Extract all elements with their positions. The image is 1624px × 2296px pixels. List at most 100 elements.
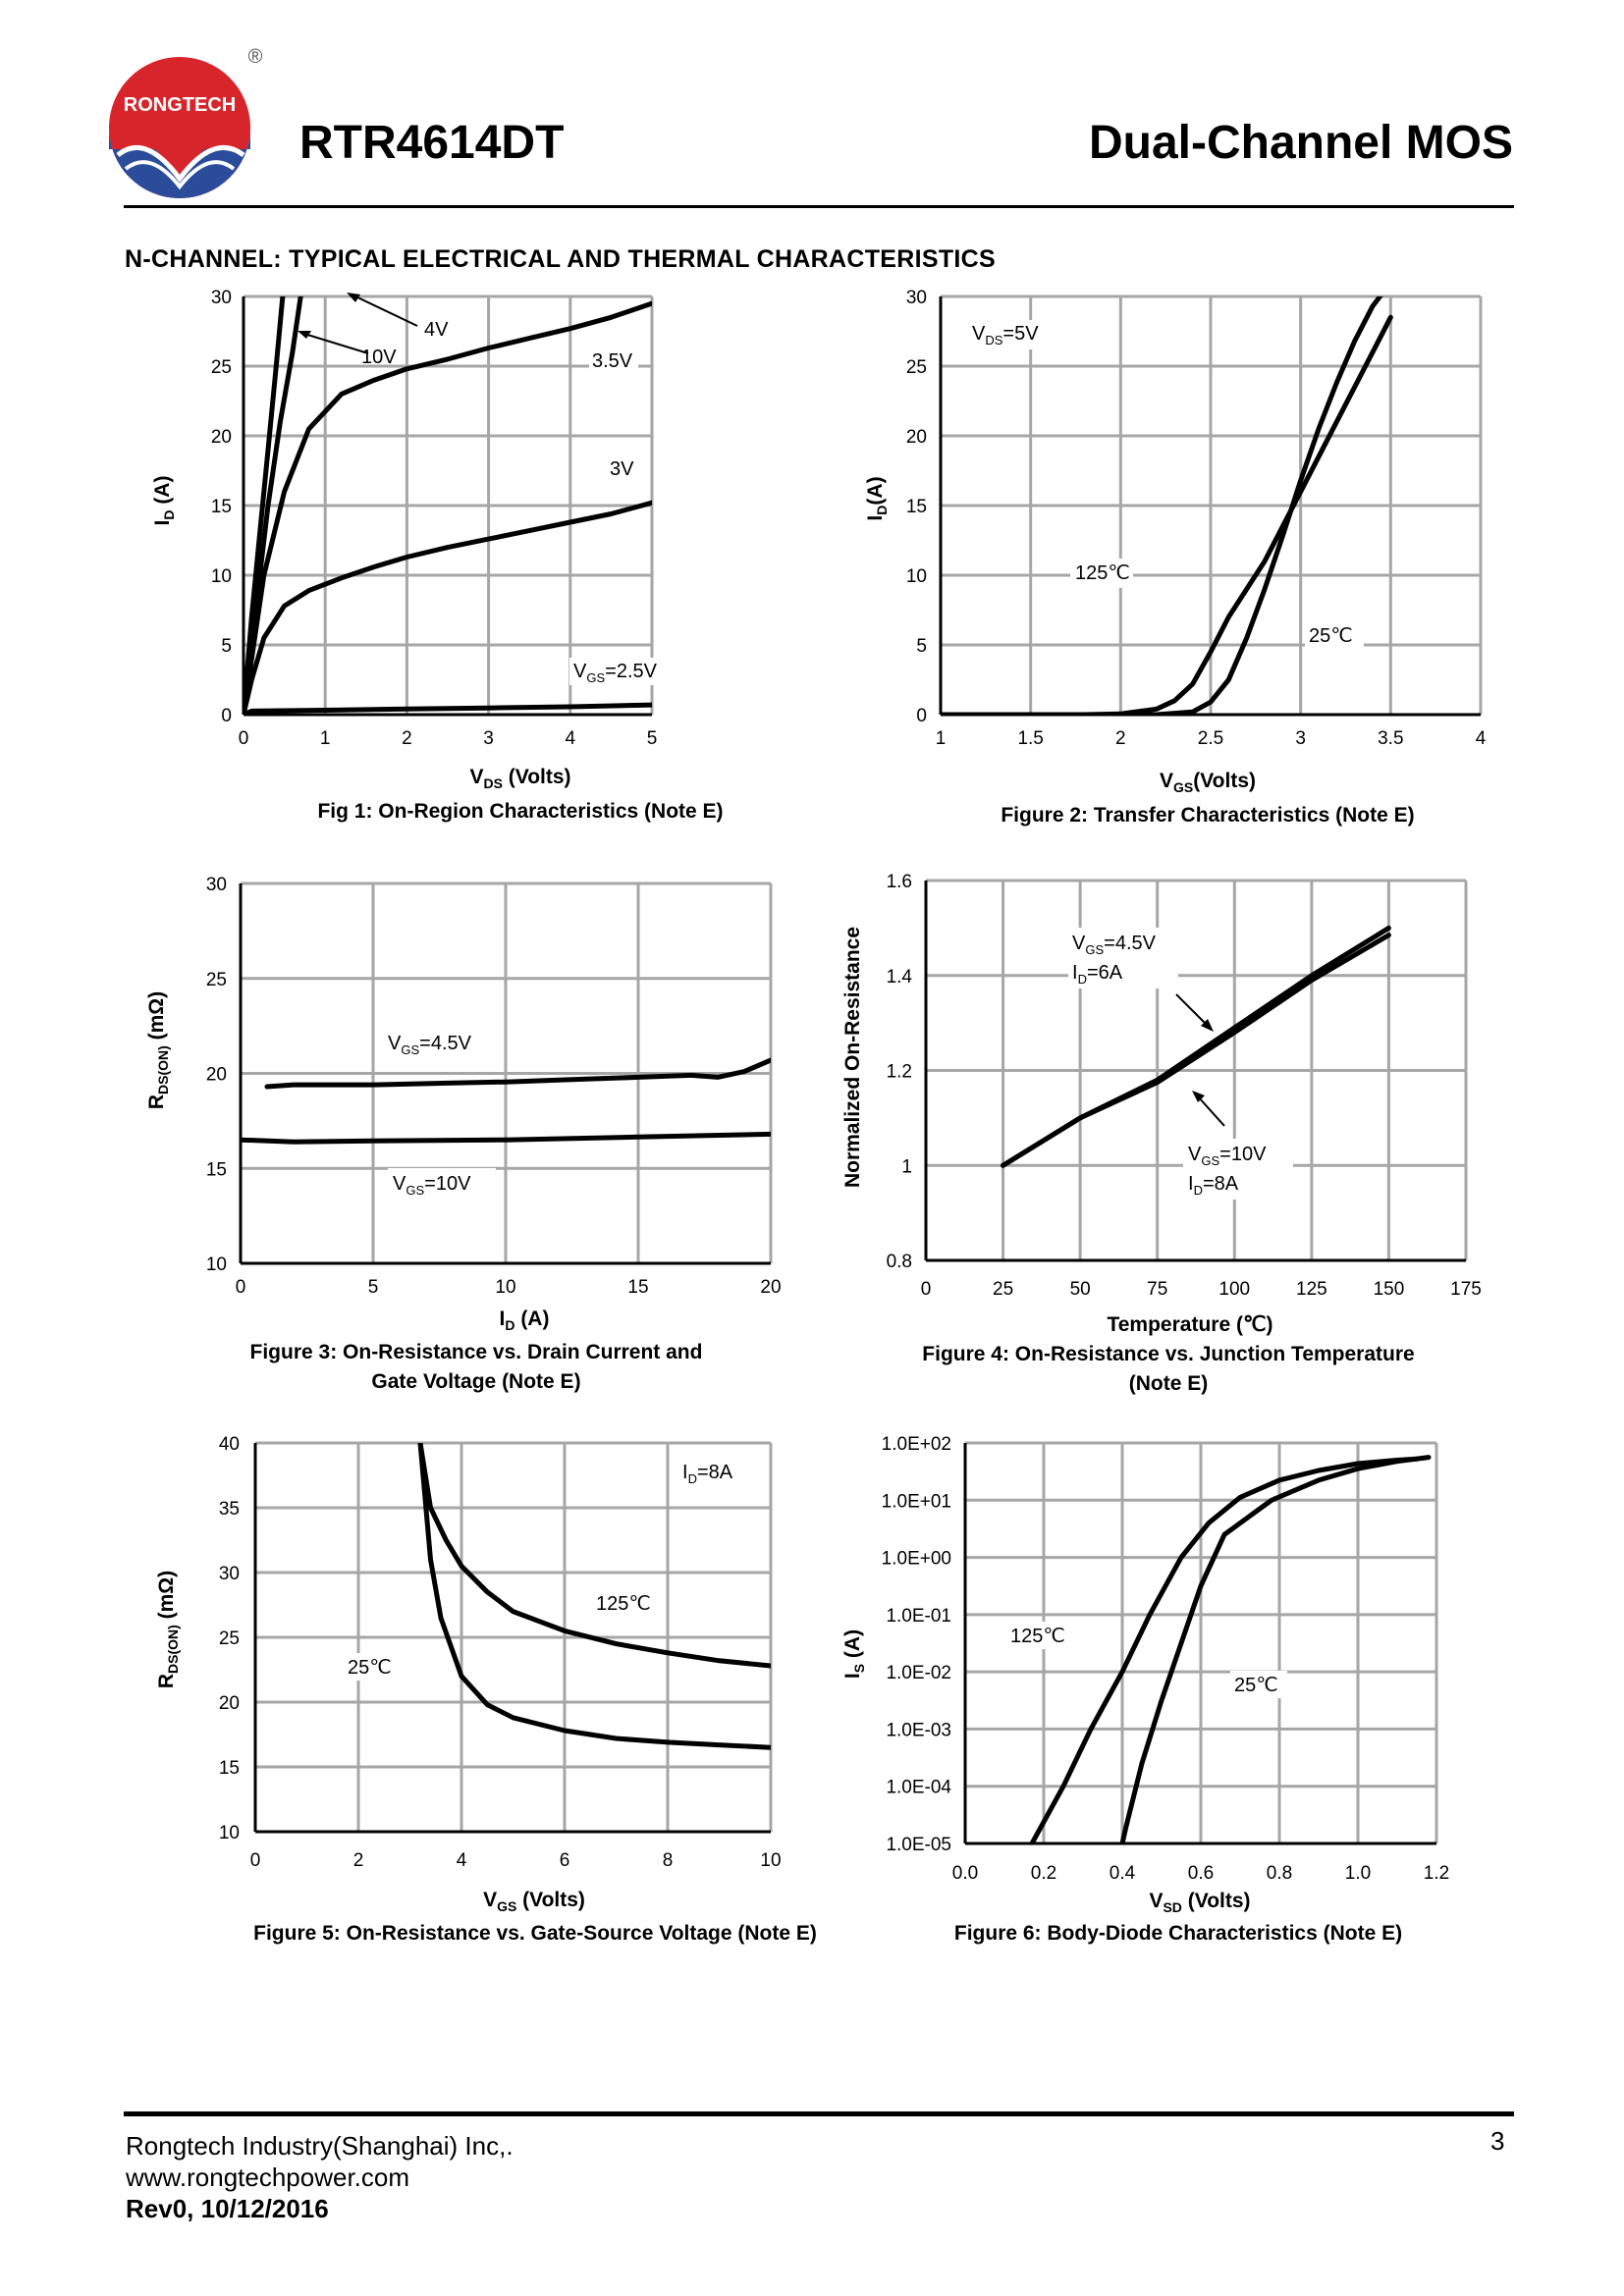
fig4-x-tick-label: 125	[1296, 1279, 1327, 1300]
fig5-x-tick-label: 2	[353, 1850, 364, 1871]
fig5-label-125c: 125℃	[596, 1593, 651, 1615]
fig3-y-tick-label: 30	[206, 875, 227, 895]
fig1-x-tick-label: 0	[239, 728, 249, 749]
figure-4-plot: 0 25 50 75 100 125 150 175 0.8 1 1.2 1.4 1.6	[887, 872, 1482, 1300]
fig1-y-tick-label: 5	[221, 636, 232, 657]
fig5-y-tick-label: 15	[219, 1758, 240, 1779]
fig1-x-tick-label: 5	[647, 728, 658, 749]
fig5-y-axis-label: RDS(ON) (mΩ)	[155, 1571, 181, 1688]
fig6-y-tick-label: 1.0E-03	[886, 1720, 951, 1740]
figure-6-caption: Figure 6: Body-Diode Characteristics (No…	[953, 1922, 1403, 1945]
figure-2-annotations: VDS=5V 125℃ 25℃	[967, 320, 1364, 652]
fig4-x-tick-label: 150	[1374, 1279, 1405, 1300]
fig4-label-vgs-10v: VGS=10V	[1188, 1144, 1267, 1168]
fig3-y-axis-label: RDS(ON) (mΩ)	[145, 991, 171, 1109]
fig2-y-tick-label: 5	[916, 636, 927, 657]
fig5-y-tick-label: 30	[219, 1564, 240, 1584]
fig1-y-tick-label: 25	[211, 357, 232, 378]
fig2-x-tick-label: 3	[1295, 728, 1306, 749]
fig5-x-tick-label: 4	[457, 1850, 467, 1871]
figure-5-caption: Figure 5: On-Resistance vs. Gate-Source …	[253, 1922, 817, 1945]
fig1-x-tick-label: 3	[483, 728, 494, 749]
fig6-x-tick-label: 1.2	[1424, 1863, 1449, 1884]
fig4-x-tick-label: 0	[921, 1279, 932, 1300]
fig1-x-tick-label: 2	[402, 728, 412, 749]
fig6-y-tick-label: 1.0E+02	[882, 1434, 951, 1455]
figure-4-chart: 0 25 50 75 100 125 150 175 0.8 1 1.2 1.4 1.6 VGS=4.5…	[841, 872, 1482, 1336]
figure-5-annotations: ID=8A 125℃ 25℃	[345, 1457, 746, 1681]
registered-mark: ®	[248, 46, 263, 68]
section-title: N-CHANNEL: TYPICAL ELECTRICAL AND THERMA…	[125, 245, 996, 273]
fig4-series-1	[1001, 933, 1391, 1168]
part-number: RTR4614DT	[299, 117, 565, 169]
figure-5: 0 2 4 6 8 10 10 15 20 25 30 35 40 ID=8A 125℃ 25℃ VGS…	[152, 1433, 839, 1945]
fig1-y-tick-label: 30	[211, 288, 232, 308]
figure-5-plot: 0 2 4 6 8 10 10 15 20 25 30 35 40	[219, 1434, 782, 1871]
fig6-y-axis-label: IS (A)	[841, 1629, 867, 1679]
figure-1: 0 1 2 3 4 5 0 5 10 15 20 25 30 4V 10V 3.5V 3V VGS=2.…	[151, 285, 844, 834]
figure-2: 1 1.5 2 2.5 3 3.5 4 0 5 10 15 20 25 30 VDS=5V 125℃ 25…	[864, 285, 1512, 834]
figure-5-chart: 0 2 4 6 8 10 10 15 20 25 30 35 40 ID=8A 125℃ 25℃ VGS…	[155, 1434, 782, 1914]
fig2-y-tick-label: 25	[906, 357, 927, 378]
fig1-y-tick-label: 15	[211, 497, 232, 517]
fig2-y-tick-label: 0	[916, 706, 927, 726]
fig5-y-tick-label: 20	[219, 1693, 240, 1714]
fig4-series-group	[1001, 925, 1391, 1168]
figure-2-chart: 1 1.5 2 2.5 3 3.5 4 0 5 10 15 20 25 30 VDS=5V 125℃ 25…	[864, 288, 1487, 795]
fig3-x-tick-label: 20	[760, 1277, 781, 1298]
footer-website[interactable]: www.rongtechpower.com	[126, 2163, 410, 2192]
fig6-series-group	[1029, 1455, 1432, 1843]
fig5-x-axis-label: VGS (Volts)	[483, 1889, 585, 1914]
fig5-x-tick-label: 6	[560, 1850, 570, 1871]
fig5-series-0	[417, 1443, 771, 1669]
fig3-y-tick-label: 15	[206, 1159, 227, 1180]
fig2-x-tick-label: 4	[1476, 728, 1487, 749]
fig4-label-id-6a: ID=6A	[1072, 962, 1123, 987]
fig6-y-tick-label: 1.0E+01	[882, 1491, 951, 1512]
fig3-x-axis-label: ID (A)	[500, 1308, 550, 1333]
figure-2-caption: Figure 2: Transfer Characteristics (Note…	[1001, 804, 1415, 827]
figure-4: 0 25 50 75 100 125 150 175 0.8 1 1.2 1.4 1.6 VGS=4.5…	[839, 869, 1507, 1395]
fig2-series-1	[941, 296, 1383, 715]
fig4-x-tick-label: 175	[1450, 1279, 1482, 1300]
figure-3: 0 5 10 15 20 10 15 20 25 30 VGS=4.5V VGS=10V ID (…	[142, 869, 830, 1393]
footer-revision: Rev0, 10/12/2016	[126, 2194, 329, 2223]
figure-1-plot: 0 1 2 3 4 5 0 5 10 15 20 25 30	[211, 288, 657, 749]
fig4-x-tick-label: 50	[1070, 1279, 1091, 1300]
logo-wordmark: RONGTECH	[124, 94, 236, 116]
fig3-x-tick-label: 0	[236, 1277, 246, 1298]
figure-3-caption: Figure 3: On-Resistance vs. Drain Curren…	[249, 1341, 703, 1393]
company-logo: RONGTECH ®	[106, 39, 273, 206]
fig3-x-tick-label: 5	[368, 1277, 379, 1298]
fig3-label-vgs-4-5v: VGS=4.5V	[388, 1033, 472, 1057]
fig2-y-tick-label: 20	[906, 427, 927, 448]
fig1-series-2	[244, 300, 652, 715]
fig6-x-tick-label: 0.0	[952, 1863, 978, 1884]
fig1-label-3v: 3V	[610, 458, 634, 480]
fig4-x-axis-label: Temperature (℃)	[1107, 1313, 1272, 1336]
fig4-y-axis-label: Normalized On-Resistance	[841, 927, 864, 1188]
figure-1-chart: 0 1 2 3 4 5 0 5 10 15 20 25 30 4V 10V 3.5V 3V VGS=2.…	[151, 288, 689, 791]
fig5-label-25c: 25℃	[348, 1657, 392, 1679]
fig2-x-axis-label: VGS(Volts)	[1160, 770, 1256, 795]
fig3-y-tick-label: 10	[206, 1255, 227, 1275]
fig3-x-tick-label: 10	[495, 1277, 515, 1298]
fig5-y-tick-label: 25	[219, 1629, 240, 1649]
figure-6-chart: 0.0 0.2 0.4 0.6 0.8 1.0 1.2 1.0E-05 1.0E-04 1.0E-…	[841, 1434, 1449, 1915]
fig3-y-tick-label: 20	[206, 1065, 227, 1086]
page-number: 3	[1490, 2126, 1505, 2156]
fig1-y-tick-label: 10	[211, 566, 232, 587]
fig1-x-tick-label: 1	[320, 728, 331, 749]
fig2-y-tick-label: 30	[906, 288, 927, 308]
fig1-series-0	[244, 296, 286, 715]
figure-2-plot: 1 1.5 2 2.5 3 3.5 4 0 5 10 15 20 25 30	[906, 288, 1487, 749]
fig4-y-tick-label: 1.4	[887, 967, 913, 988]
fig1-label-3-5v: 3.5V	[592, 350, 633, 372]
fig5-x-tick-label: 10	[760, 1850, 781, 1871]
footer-company: Rongtech Industry(Shanghai) Inc,.	[126, 2131, 514, 2161]
fig5-series-group	[417, 1443, 771, 1750]
fig2-label-125c: 125℃	[1075, 562, 1130, 584]
figure-3-annotations: VGS=4.5V VGS=10V	[383, 1028, 503, 1198]
fig6-label-125c: 125℃	[1010, 1626, 1065, 1647]
fig4-x-tick-label: 25	[993, 1279, 1013, 1300]
